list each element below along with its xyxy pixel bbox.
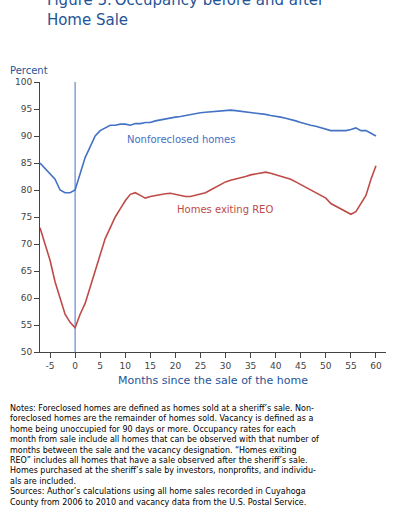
svg-text:75: 75 <box>21 212 32 222</box>
svg-text:Homes exiting REO: Homes exiting REO <box>177 204 273 215</box>
svg-text:0: 0 <box>72 361 78 371</box>
svg-text:30: 30 <box>220 361 232 371</box>
svg-text:85: 85 <box>21 158 32 168</box>
svg-text:Notes: Foreclosed homes are de: Notes: Foreclosed homes are defined as h… <box>10 404 319 507</box>
svg-text:60: 60 <box>370 361 382 371</box>
svg-text:55: 55 <box>21 320 32 330</box>
svg-text:15: 15 <box>145 361 156 371</box>
svg-text:Figure 3. Occupancy before and: Figure 3. Occupancy before and afterHome… <box>47 0 325 29</box>
svg-text:95: 95 <box>21 104 32 114</box>
svg-text:70: 70 <box>21 239 33 249</box>
svg-text:80: 80 <box>21 185 33 195</box>
svg-text:100: 100 <box>15 77 32 87</box>
svg-text:50: 50 <box>21 347 33 357</box>
svg-text:10: 10 <box>120 361 132 371</box>
svg-text:-5: -5 <box>46 361 55 371</box>
svg-text:20: 20 <box>170 361 182 371</box>
svg-text:40: 40 <box>270 361 282 371</box>
svg-text:Nonforeclosed homes: Nonforeclosed homes <box>127 134 235 145</box>
svg-text:50: 50 <box>320 361 332 371</box>
svg-text:25: 25 <box>195 361 206 371</box>
svg-text:Months since the sale of the h: Months since the sale of the home <box>118 374 308 387</box>
svg-text:Percent: Percent <box>10 65 48 76</box>
svg-text:60: 60 <box>21 293 33 303</box>
svg-text:5: 5 <box>97 361 103 371</box>
svg-text:35: 35 <box>245 361 256 371</box>
svg-text:55: 55 <box>345 361 356 371</box>
svg-text:65: 65 <box>21 266 32 276</box>
svg-text:90: 90 <box>21 131 33 141</box>
svg-text:45: 45 <box>295 361 306 371</box>
